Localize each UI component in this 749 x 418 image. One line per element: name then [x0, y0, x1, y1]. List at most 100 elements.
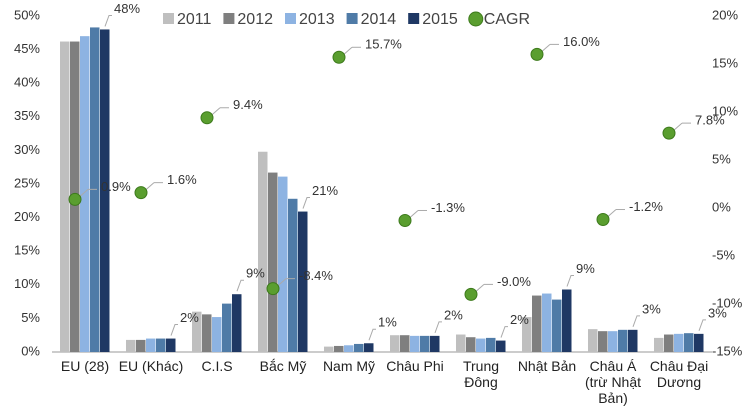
value-label: 2% [444, 307, 463, 322]
cagr-point [68, 192, 82, 206]
x-tick-label: Nam Mỹ [322, 358, 376, 374]
y-tick-label: 20% [14, 209, 40, 224]
bar [410, 335, 420, 352]
legend-swatch [223, 13, 235, 24]
legend-swatch [285, 13, 296, 24]
cagr-point [530, 47, 544, 61]
y-tick-label: 35% [14, 108, 40, 123]
bar [664, 334, 674, 352]
bar [192, 311, 202, 352]
label-leader [500, 326, 508, 338]
value-label: -9.0% [497, 274, 531, 289]
y-tick-label: 5% [21, 310, 40, 325]
y-tick-label: 50% [14, 7, 40, 22]
x-tick-label: EU (Khác) [118, 358, 184, 374]
x-tick-label: Nhật Bản [517, 358, 577, 374]
bar [628, 329, 638, 352]
cagr-point [464, 287, 478, 301]
label-leader [475, 284, 485, 292]
value-label: 0.9% [101, 179, 131, 194]
value-label: 1% [378, 315, 397, 330]
bar [258, 151, 268, 352]
x-tick-label: Bắc Mỹ [259, 358, 307, 374]
value-label: -1.2% [629, 199, 663, 214]
bar [400, 335, 410, 352]
bar [232, 294, 242, 352]
bar [430, 335, 440, 352]
label-leader [368, 328, 376, 341]
label-leader [541, 44, 551, 52]
bar [60, 41, 70, 352]
y2-tick-label: -15% [712, 343, 743, 358]
bar [136, 339, 146, 352]
bar [166, 338, 176, 352]
y-tick-label: 45% [14, 41, 40, 56]
cagr-point [266, 282, 280, 296]
bar [278, 176, 288, 352]
bar [324, 346, 334, 352]
bar [298, 211, 308, 352]
value-label: -1.3% [431, 200, 465, 215]
cagr-point [134, 186, 148, 200]
legend-label: 2012 [237, 11, 273, 28]
bar [588, 329, 598, 352]
cagr-point [662, 126, 676, 140]
legend-swatch [468, 11, 484, 27]
y2-tick-label: 0% [712, 199, 731, 214]
bar [364, 343, 374, 352]
bar [100, 29, 110, 352]
bar [618, 329, 628, 352]
legend-label: 2011 [177, 11, 212, 28]
bar [496, 340, 506, 352]
legend-label: 2015 [422, 11, 458, 28]
label-leader [698, 319, 706, 332]
value-label: 7.8% [695, 113, 725, 128]
cagr-point [596, 213, 610, 227]
bar [80, 36, 90, 352]
legend-swatch [408, 13, 420, 24]
bar [288, 198, 298, 352]
label-leader [211, 107, 221, 116]
value-label: 16.0% [563, 34, 600, 49]
label-leader [236, 279, 244, 292]
value-label: 15.7% [365, 37, 402, 52]
value-label: 9% [246, 266, 265, 281]
value-label: 9% [576, 261, 595, 276]
value-label: 3% [708, 305, 727, 320]
value-label: 2% [510, 312, 529, 327]
y-tick-label: 30% [14, 142, 40, 157]
label-leader [104, 14, 112, 27]
cagr-point [200, 111, 214, 125]
x-tick-label: EU (28) [60, 358, 110, 374]
bar [476, 338, 486, 352]
label-leader [607, 209, 617, 217]
legend-label: 2013 [299, 11, 335, 28]
label-leader [302, 197, 310, 209]
value-label: -8.4% [299, 268, 333, 283]
bar [222, 303, 232, 352]
value-label: 9.4% [233, 97, 263, 112]
y-tick-label: 40% [14, 75, 40, 90]
bar [598, 331, 608, 352]
value-label: 21% [312, 183, 338, 198]
x-tick-label: C.I.S [201, 358, 233, 374]
x-tick-label: Châu Đại Dương [649, 358, 709, 390]
y2-tick-label: -5% [712, 247, 736, 262]
bar [522, 317, 532, 352]
bar [608, 331, 618, 352]
bar [420, 335, 430, 352]
label-leader [566, 275, 574, 287]
y2-tick-label: 5% [712, 151, 731, 166]
bar [684, 333, 694, 352]
bar [562, 289, 572, 352]
legend-label: 2014 [361, 11, 397, 28]
bar [334, 345, 344, 352]
bar [156, 338, 166, 352]
y-tick-label: 25% [14, 175, 40, 190]
cagr-point [332, 50, 346, 64]
label-leader [145, 182, 155, 191]
legend-label: CAGR [484, 11, 530, 28]
label-leader [673, 122, 683, 131]
